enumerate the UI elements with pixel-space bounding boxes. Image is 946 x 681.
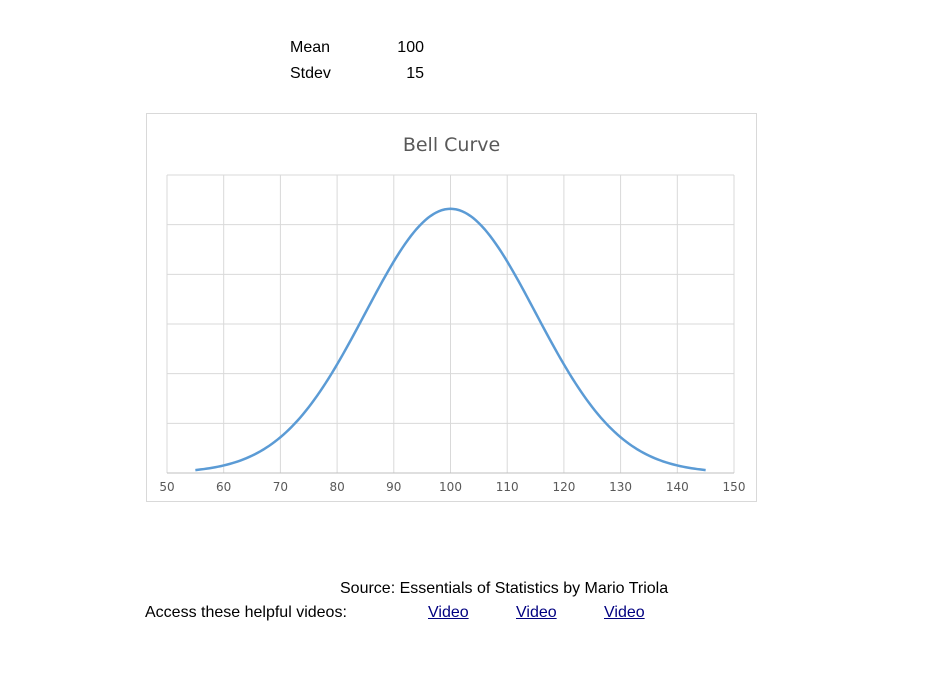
- x-tick-label: 80: [329, 480, 344, 494]
- x-tick-label: 130: [609, 480, 632, 494]
- access-videos-label: Access these helpful videos:: [145, 604, 347, 621]
- x-tick-label: 70: [273, 480, 288, 494]
- bell-curve-chart: 50 60 70 80 90 100 110 120 130 140 150: [159, 174, 746, 494]
- x-tick-label: 100: [439, 480, 462, 494]
- source-text: Source: Essentials of Statistics by Mari…: [340, 580, 669, 597]
- bell-curve-line: [195, 207, 706, 472]
- stdev-value: 15: [406, 65, 424, 82]
- x-tick-label: 110: [496, 480, 519, 494]
- x-tick-label: 120: [552, 480, 575, 494]
- x-tick-label: 140: [666, 480, 689, 494]
- x-tick-label: 60: [216, 480, 231, 494]
- chart-title: Bell Curve: [402, 134, 501, 156]
- x-tick-label: 90: [386, 480, 401, 494]
- chart-container: Bell Curve 50 60 70 80 90 100 110 120 130 140 150: [146, 113, 757, 502]
- mean-label: Mean: [290, 39, 331, 56]
- video-link-2[interactable]: Video: [516, 604, 557, 621]
- stdev-label: Stdev: [290, 65, 331, 82]
- x-tick-label: 150: [723, 480, 746, 494]
- video-link-3[interactable]: Video: [604, 604, 645, 621]
- video-link-1[interactable]: Video: [428, 604, 469, 621]
- mean-value: 100: [397, 39, 424, 56]
- x-tick-label: 50: [159, 480, 174, 494]
